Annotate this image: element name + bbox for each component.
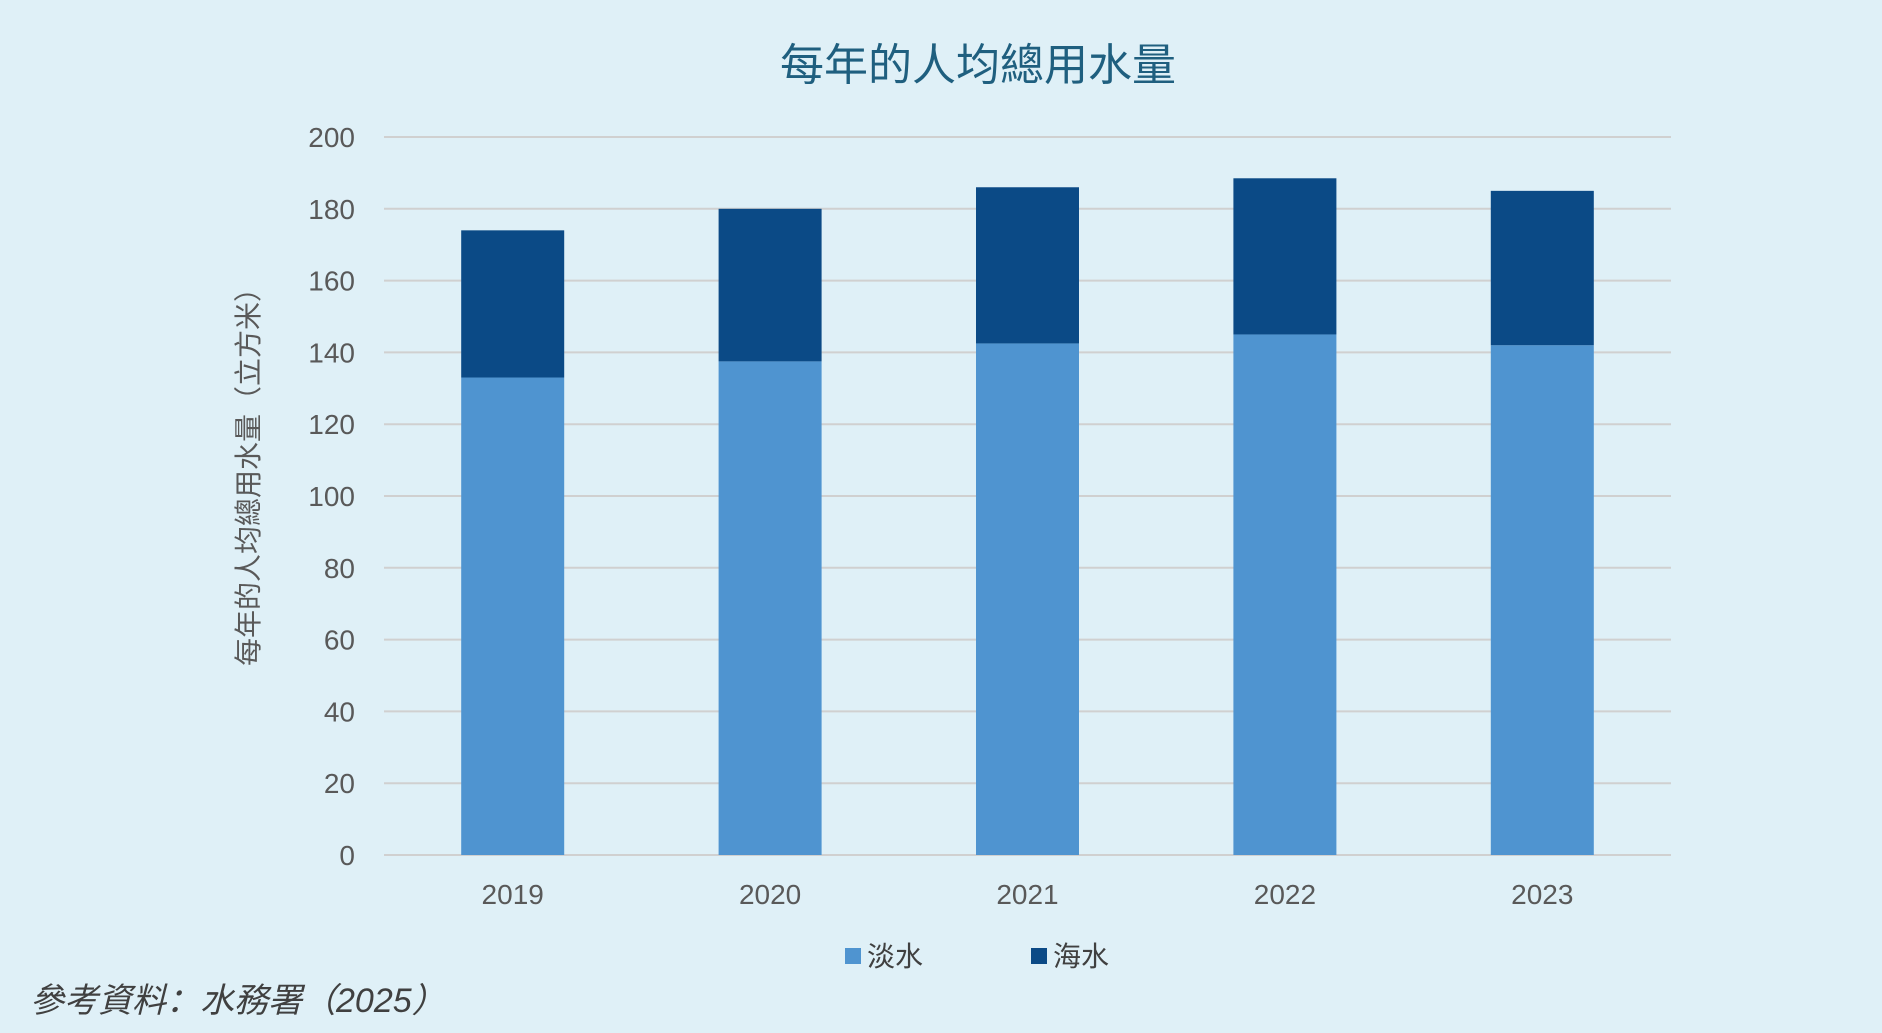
x-tick-labels: 2019 2020 2021 2022 2023 (482, 879, 1574, 910)
y-tick-label: 40 (324, 696, 355, 727)
bar-2023-series-0 (1490, 345, 1594, 855)
bar-2022-series-0 (1233, 334, 1337, 855)
bar-2022-series-1 (1233, 178, 1337, 335)
bar-2019-series-1 (461, 230, 565, 378)
legend-swatch-0 (845, 948, 861, 964)
source-note: 參考資料：水務署（2025） (30, 982, 446, 1020)
y-tick-label: 20 (324, 768, 355, 799)
bar-2021-series-1 (976, 187, 1079, 344)
chart-title: 每年的人均總用水量 (780, 41, 1176, 90)
x-tick-label: 2023 (1511, 879, 1573, 910)
y-tick-label: 80 (324, 553, 355, 584)
y-axis-title: 每年的人均總用水量（立方米） (233, 274, 264, 666)
x-tick-label: 2021 (996, 879, 1058, 910)
bars (461, 178, 1594, 855)
legend-swatch-1 (1031, 948, 1047, 964)
y-tick-label: 200 (308, 122, 355, 153)
y-tick-label: 140 (308, 337, 355, 368)
legend-label-0: 淡水 (867, 941, 923, 972)
x-tick-label: 2020 (739, 879, 801, 910)
bar-2020-series-1 (718, 208, 822, 362)
y-tick-labels: 0 20 40 60 80 100 120 140 160 180 200 (308, 122, 355, 871)
bar-2023-series-1 (1490, 190, 1594, 346)
legend: 淡水 海水 (845, 941, 1109, 972)
bar-2019-series-0 (461, 377, 565, 855)
y-tick-label: 60 (324, 625, 355, 656)
y-tick-label: 0 (339, 840, 355, 871)
legend-label-1: 海水 (1053, 941, 1109, 972)
y-tick-label: 100 (308, 481, 355, 512)
x-tick-label: 2019 (482, 879, 544, 910)
bar-2021-series-0 (976, 343, 1079, 855)
y-tick-label: 180 (308, 194, 355, 225)
y-tick-label: 120 (308, 409, 355, 440)
bar-2020-series-0 (718, 361, 822, 855)
y-tick-label: 160 (308, 266, 355, 297)
x-tick-label: 2022 (1254, 879, 1316, 910)
